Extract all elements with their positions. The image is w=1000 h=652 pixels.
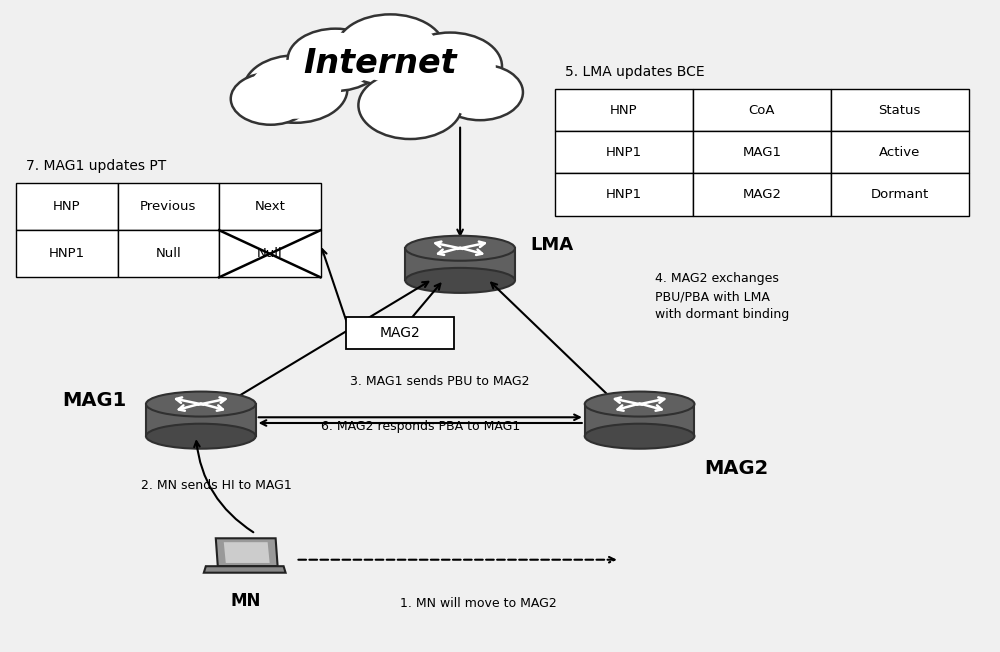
- Circle shape: [335, 14, 445, 86]
- Text: Active: Active: [879, 146, 920, 159]
- Circle shape: [288, 29, 383, 91]
- Polygon shape: [224, 542, 270, 563]
- Text: HNP: HNP: [610, 104, 638, 117]
- Text: Next: Next: [254, 200, 285, 213]
- Circle shape: [398, 33, 502, 100]
- Text: 4. MAG2 exchanges
PBU/PBA with LMA
with dormant binding: 4. MAG2 exchanges PBU/PBA with LMA with …: [655, 273, 789, 321]
- FancyBboxPatch shape: [555, 173, 693, 216]
- Ellipse shape: [585, 392, 694, 417]
- FancyBboxPatch shape: [219, 230, 320, 277]
- Circle shape: [244, 55, 347, 123]
- Text: 6. MAG2 responds PBA to MAG1: 6. MAG2 responds PBA to MAG1: [321, 420, 520, 433]
- Circle shape: [250, 59, 341, 119]
- Text: 5. LMA updates BCE: 5. LMA updates BCE: [565, 65, 704, 80]
- Ellipse shape: [405, 236, 515, 261]
- FancyBboxPatch shape: [831, 131, 969, 173]
- FancyBboxPatch shape: [16, 230, 118, 277]
- Text: HNP1: HNP1: [606, 146, 642, 159]
- FancyBboxPatch shape: [693, 131, 831, 173]
- Text: HNP1: HNP1: [606, 188, 642, 201]
- Text: LMA: LMA: [530, 236, 573, 254]
- Polygon shape: [146, 404, 256, 436]
- Text: MAG2: MAG2: [380, 326, 421, 340]
- FancyBboxPatch shape: [346, 317, 454, 349]
- FancyBboxPatch shape: [555, 89, 693, 131]
- Text: Previous: Previous: [140, 200, 197, 213]
- FancyBboxPatch shape: [118, 230, 219, 277]
- Circle shape: [437, 65, 523, 120]
- Text: HNP1: HNP1: [49, 247, 85, 260]
- FancyBboxPatch shape: [118, 183, 219, 230]
- Text: Dormant: Dormant: [871, 188, 929, 201]
- Circle shape: [442, 68, 518, 117]
- Circle shape: [293, 33, 378, 87]
- Circle shape: [236, 76, 306, 122]
- FancyBboxPatch shape: [219, 183, 320, 230]
- Circle shape: [358, 72, 462, 139]
- Circle shape: [342, 19, 439, 82]
- Circle shape: [365, 76, 456, 135]
- Text: 2. MN sends HI to MAG1: 2. MN sends HI to MAG1: [141, 479, 292, 492]
- Text: HNP: HNP: [53, 200, 81, 213]
- Ellipse shape: [405, 268, 515, 293]
- Ellipse shape: [146, 424, 256, 449]
- Text: MAG2: MAG2: [704, 459, 769, 479]
- Circle shape: [405, 37, 496, 96]
- Text: CoA: CoA: [749, 104, 775, 117]
- Polygon shape: [405, 248, 515, 280]
- Text: MAG1: MAG1: [742, 146, 781, 159]
- FancyBboxPatch shape: [831, 173, 969, 216]
- Text: 1. MN will move to MAG2: 1. MN will move to MAG2: [400, 597, 557, 610]
- FancyBboxPatch shape: [555, 131, 693, 173]
- Text: Null: Null: [156, 247, 181, 260]
- Text: Internet: Internet: [304, 46, 457, 80]
- Ellipse shape: [146, 392, 256, 417]
- Text: Null: Null: [257, 247, 283, 260]
- Polygon shape: [585, 404, 694, 436]
- Text: 3. MAG1 sends PBU to MAG2: 3. MAG1 sends PBU to MAG2: [350, 375, 530, 388]
- Text: MAG2: MAG2: [742, 188, 781, 201]
- Circle shape: [231, 73, 311, 125]
- FancyBboxPatch shape: [831, 89, 969, 131]
- Ellipse shape: [585, 424, 694, 449]
- FancyBboxPatch shape: [693, 89, 831, 131]
- FancyBboxPatch shape: [16, 183, 118, 230]
- Text: MN: MN: [231, 592, 261, 610]
- FancyBboxPatch shape: [693, 173, 831, 216]
- Text: 7. MAG1 updates PT: 7. MAG1 updates PT: [26, 160, 167, 173]
- Text: Status: Status: [879, 104, 921, 117]
- Polygon shape: [204, 566, 286, 572]
- Text: MAG1: MAG1: [62, 391, 126, 410]
- Polygon shape: [216, 539, 278, 566]
